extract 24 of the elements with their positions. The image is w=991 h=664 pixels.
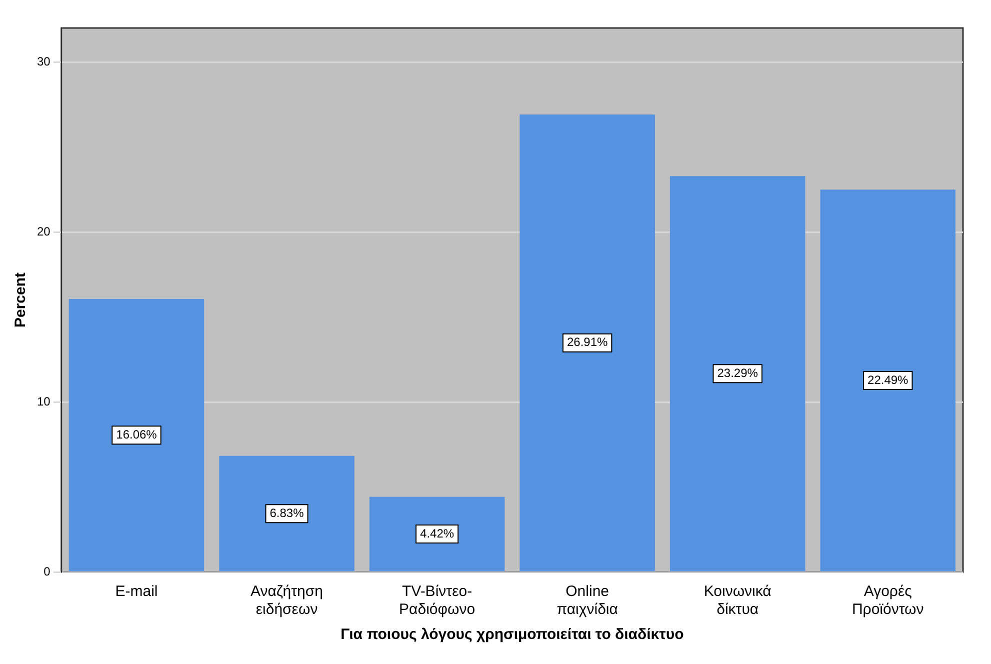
- y-tick-label: 30: [36, 54, 51, 68]
- data-label: 6.83%: [270, 506, 304, 520]
- x-tick-label: E-mail: [115, 583, 158, 600]
- bar: [369, 496, 505, 572]
- data-label: 16.06%: [116, 427, 158, 442]
- y-tick-label: 20: [36, 224, 51, 238]
- x-tick-label: Κοινωνικά δίκτυα: [704, 583, 772, 618]
- x-axis-title: Για ποιους λόγους χρησιμοποιείται το διαδίκτυο: [340, 626, 684, 644]
- x-tick-label: Αναζήτηση ειδήσεων: [250, 583, 323, 618]
- data-label: 22.49%: [868, 372, 909, 387]
- data-label: 4.42%: [420, 526, 454, 540]
- y-tick-label: 0: [44, 564, 51, 578]
- bar: [670, 176, 806, 572]
- bar: [820, 190, 956, 572]
- data-label: 23.29%: [717, 366, 758, 380]
- y-tick-label: 10: [36, 394, 51, 408]
- y-axis-title: Percent: [12, 272, 30, 328]
- x-tick-label: TV-Βίντεο- Ραδιόφωνο: [399, 583, 476, 618]
- bar: [520, 114, 655, 572]
- x-tick-label: Αγορές Προϊόντων: [852, 583, 924, 618]
- data-label: 26.91%: [566, 335, 608, 350]
- bar: [219, 456, 354, 572]
- bar: [68, 298, 204, 572]
- x-tick-label: Online παιχνίδια: [556, 583, 618, 618]
